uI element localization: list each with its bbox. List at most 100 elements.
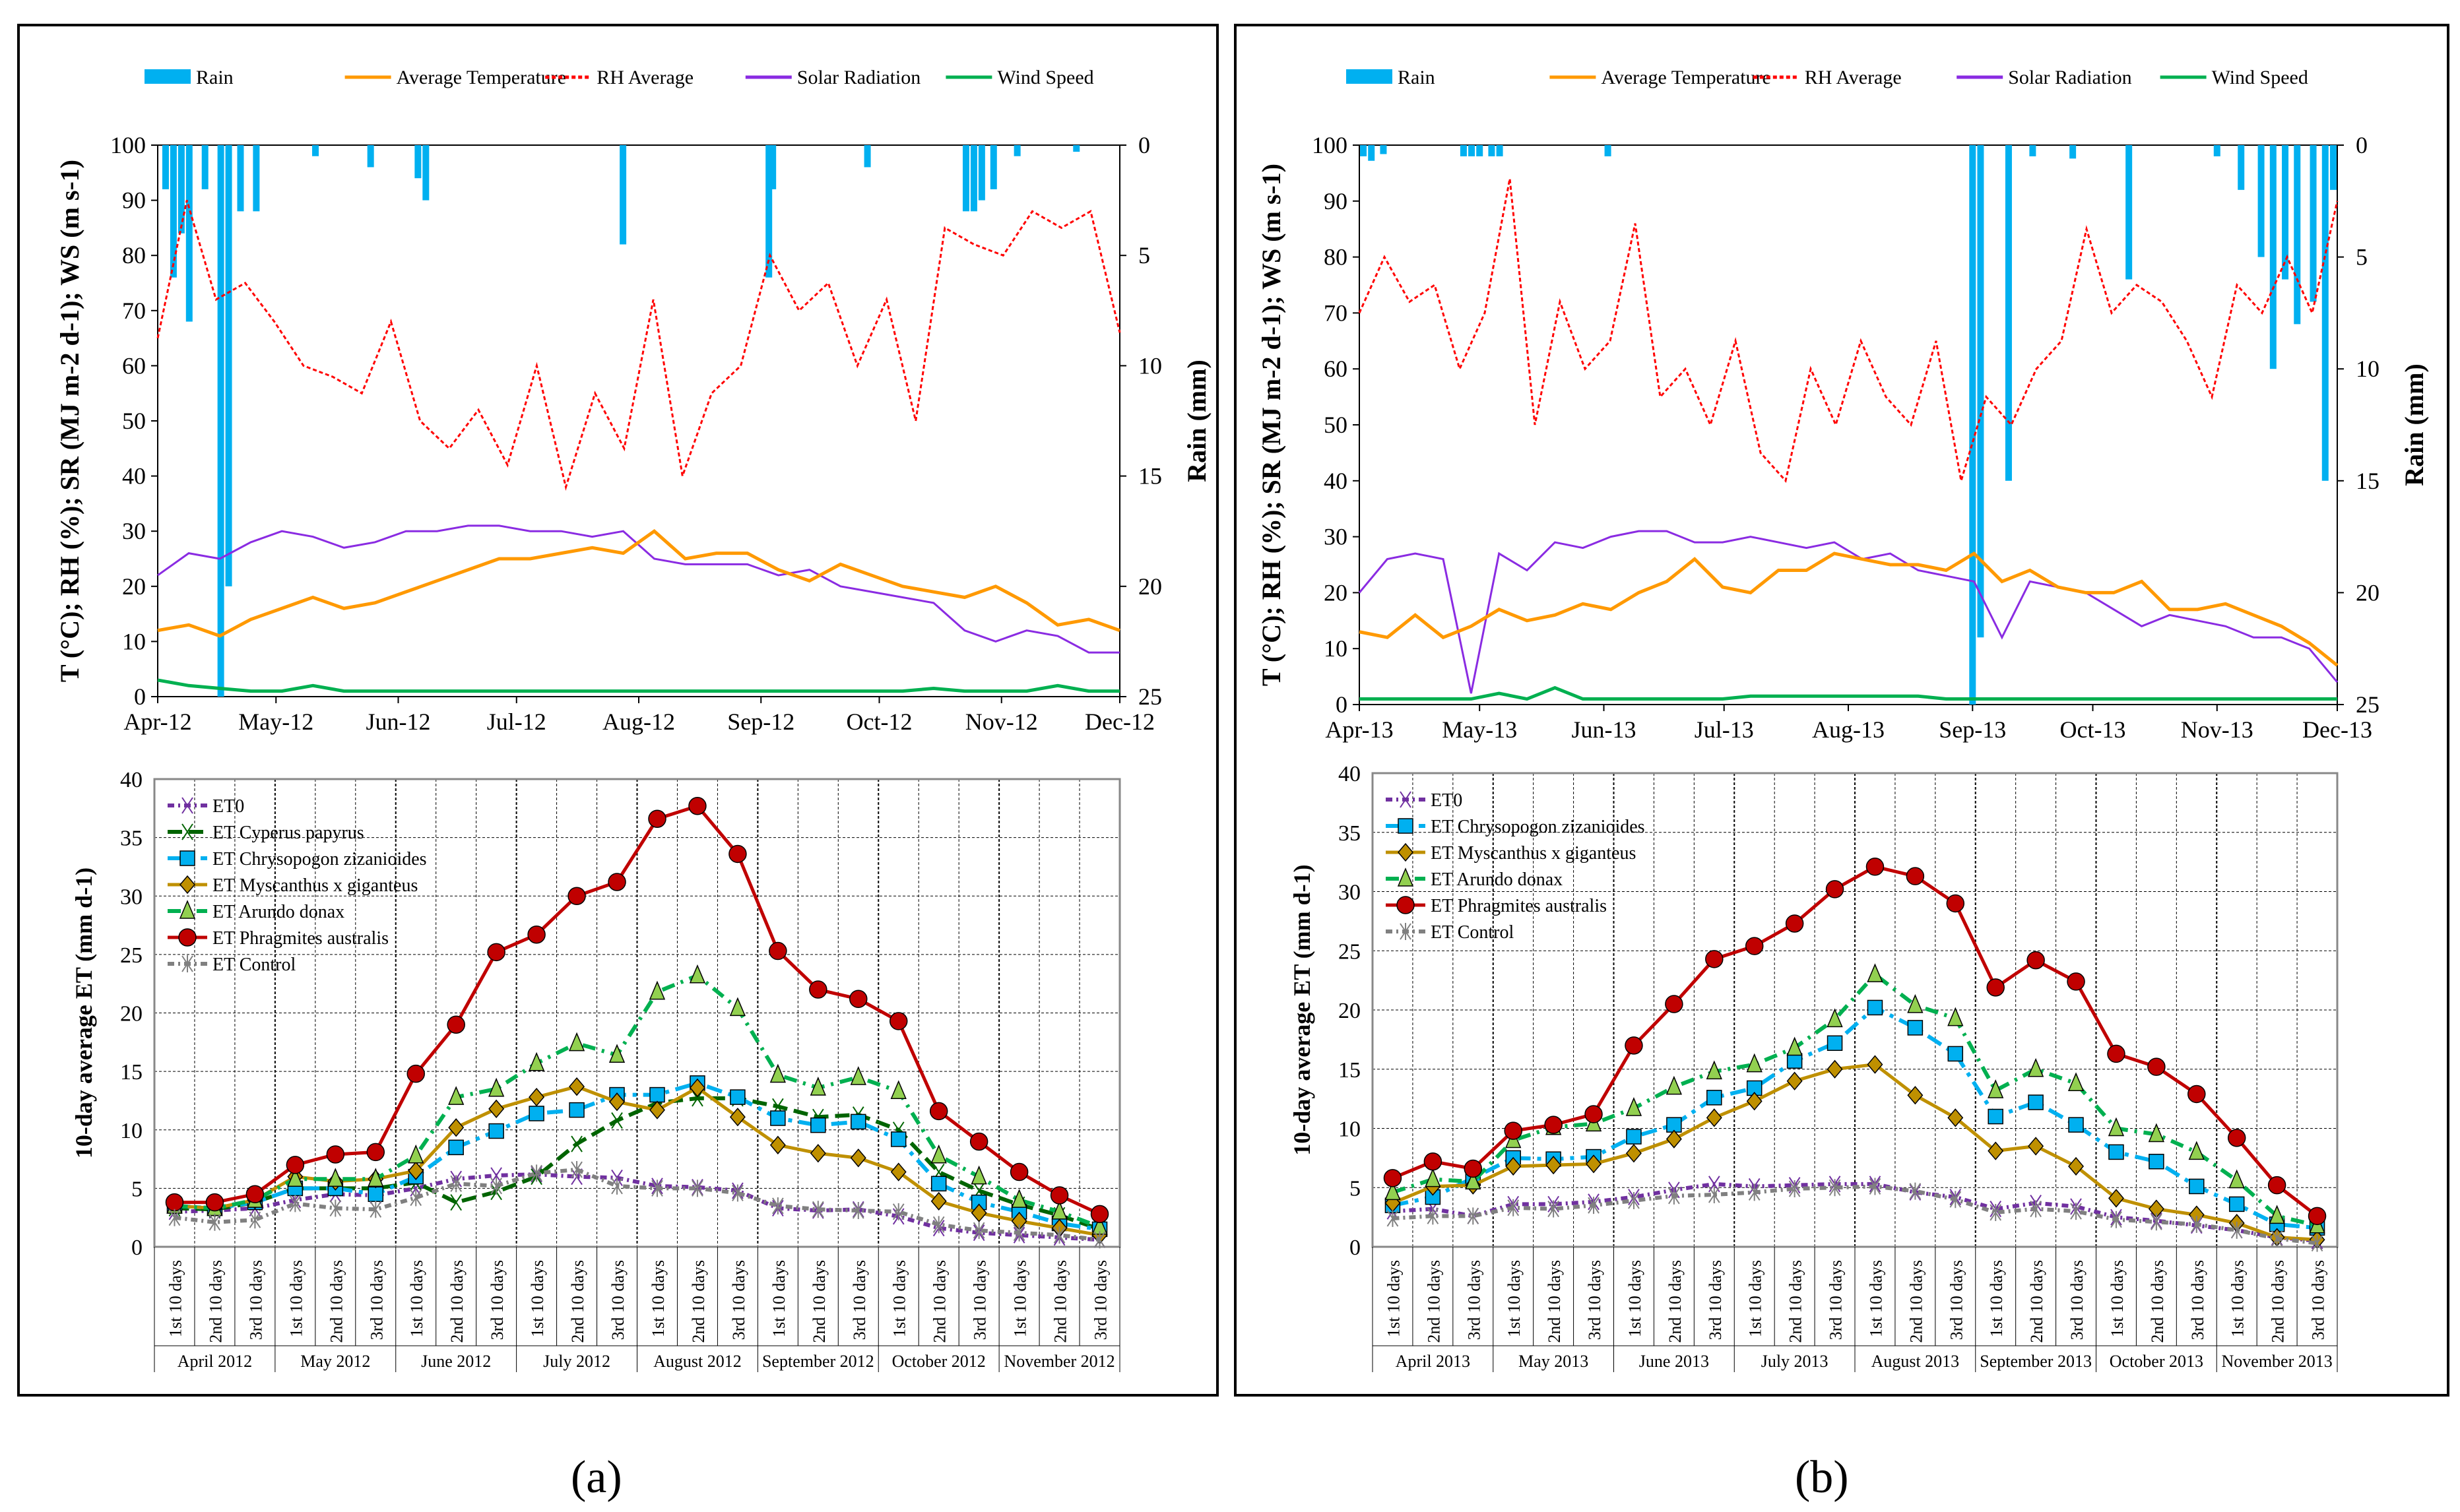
y2-tick-label: 10: [2356, 356, 2379, 382]
marker-triangle: [1867, 963, 1883, 982]
marker-circle: [165, 1193, 184, 1212]
y-tick-label: 15: [120, 1060, 143, 1085]
marker-star: [329, 1199, 342, 1217]
series-line: [1392, 1005, 2317, 1230]
legend-label: ET Phragmites australis: [1431, 896, 1607, 916]
marker-star: [531, 1164, 542, 1182]
marker-diamond: [448, 1118, 465, 1137]
rain-bar: [237, 145, 244, 212]
marker-circle: [326, 1145, 345, 1164]
month-label: September 2013: [1980, 1352, 2092, 1371]
marker-diamond: [2108, 1189, 2124, 1208]
weather-chart: 0 10 20 30 40 50 60 70 80 90 100 0 5 10 15 20 25 Apr-13 Ma…: [1256, 67, 2429, 743]
y2-axis-title: Rain (mm): [2399, 363, 2429, 486]
marker-triangle: [1827, 1008, 1843, 1028]
marker-triangle: [1907, 993, 1924, 1013]
marker-triangle: [327, 1168, 344, 1187]
rain-bar: [2310, 145, 2317, 302]
marker-triangle: [1786, 1036, 1803, 1056]
marker-star: [1093, 1231, 1106, 1249]
marker-diamond: [810, 1144, 826, 1163]
marker-triangle: [810, 1077, 826, 1096]
rain-bar: [185, 145, 193, 322]
marker-circle: [1504, 1121, 1522, 1140]
month-label: November 2012: [1004, 1352, 1115, 1371]
x-tick-label: May-12: [238, 709, 313, 735]
marker-x: [571, 1135, 583, 1152]
y-tick-label: 90: [1324, 188, 1347, 214]
marker-diamond: [2028, 1137, 2044, 1156]
marker-diamond: [1398, 842, 1413, 862]
marker-triangle: [1625, 1097, 1642, 1116]
marker-star: [1628, 1191, 1640, 1209]
marker-triangle: [850, 1066, 866, 1085]
marker-triangle: [689, 964, 706, 984]
marker-star: [1386, 1209, 1399, 1227]
x-tick-label: Dec-13: [2302, 716, 2372, 743]
marker-star: [611, 1177, 623, 1195]
y-tick-label: 0: [1349, 1236, 1361, 1260]
rain-bar: [2329, 145, 2337, 190]
category-label: 1st 10 days: [1866, 1260, 1885, 1337]
marker-x: [611, 1112, 623, 1129]
category-label: 1st 10 days: [2228, 1260, 2248, 1337]
marker-circle: [2147, 1057, 2166, 1076]
legend-label: ET Control: [1431, 922, 1514, 943]
marker-circle: [2067, 972, 2085, 991]
marker-square: [569, 1102, 585, 1118]
marker-square: [2068, 1117, 2084, 1133]
y-tick-label: 80: [122, 242, 146, 268]
marker-square: [448, 1139, 464, 1156]
marker-circle: [447, 1015, 465, 1034]
marker-star: [410, 1189, 422, 1207]
marker-diamond: [609, 1092, 626, 1112]
legend-label: ET Cyperus papyrus: [212, 823, 364, 843]
category-label: 2nd 10 days: [327, 1260, 346, 1343]
marker-circle: [929, 1102, 948, 1121]
y-tick-label: 60: [1324, 356, 1347, 382]
rh-line: [156, 200, 1121, 491]
marker-star: [1748, 1183, 1761, 1201]
marker-diamond: [1786, 1071, 1803, 1090]
rain-bar: [1368, 145, 1375, 161]
marker-circle: [969, 1132, 988, 1151]
marker-square: [1706, 1090, 1722, 1106]
marker-square: [179, 850, 195, 866]
marker-circle: [1464, 1159, 1483, 1178]
marker-diamond: [1666, 1129, 1682, 1149]
marker-triangle: [488, 1077, 505, 1097]
y-tick-label: 80: [1324, 244, 1347, 270]
marker-x: [1400, 791, 1411, 808]
rain-bar: [620, 145, 627, 245]
legend-label: ET0: [212, 796, 244, 817]
marker-square: [2189, 1178, 2205, 1195]
marker-circle: [1396, 896, 1415, 914]
marker-triangle: [1384, 1181, 1401, 1201]
legend-rain-swatch: [1346, 69, 1392, 84]
legend-label: ET Arundo donax: [1431, 869, 1563, 890]
marker-star: [1547, 1200, 1559, 1218]
category-label: 2nd 10 days: [206, 1260, 225, 1343]
category-label: 3rd 10 days: [1827, 1260, 1846, 1340]
category-label: 1st 10 days: [890, 1260, 909, 1337]
category-label: 3rd 10 days: [971, 1260, 990, 1340]
marker-circle: [1584, 1105, 1603, 1123]
marker-star: [1788, 1180, 1801, 1198]
x-tick-label: Nov-13: [2181, 716, 2253, 743]
marker-diamond: [1586, 1154, 1602, 1174]
y-tick-label: 20: [1324, 579, 1347, 606]
marker-star: [732, 1184, 744, 1202]
marker-diamond: [890, 1162, 907, 1181]
marker-circle: [1825, 880, 1844, 898]
marker-square: [890, 1131, 907, 1147]
weather-chart: 0 10 20 30 40 50 60 70 80 90 100 0 5 10 15 20 25 Apr-12 Ma…: [55, 67, 1212, 735]
rain-bar: [1468, 145, 1475, 156]
marker-triangle: [769, 1063, 786, 1083]
marker-circle: [567, 887, 586, 905]
y-tick-label: 25: [1338, 939, 1361, 964]
rain-bar: [1488, 145, 1495, 156]
marker-circle: [1865, 858, 1885, 876]
y-tick-label: 90: [122, 187, 146, 214]
month-label: April 2013: [1396, 1352, 1470, 1371]
